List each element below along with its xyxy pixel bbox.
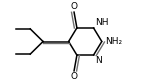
Text: NH₂: NH₂ xyxy=(105,37,122,46)
Text: NH: NH xyxy=(95,18,108,27)
Text: O: O xyxy=(71,2,78,11)
Text: N: N xyxy=(95,56,102,65)
Text: O: O xyxy=(71,72,78,81)
